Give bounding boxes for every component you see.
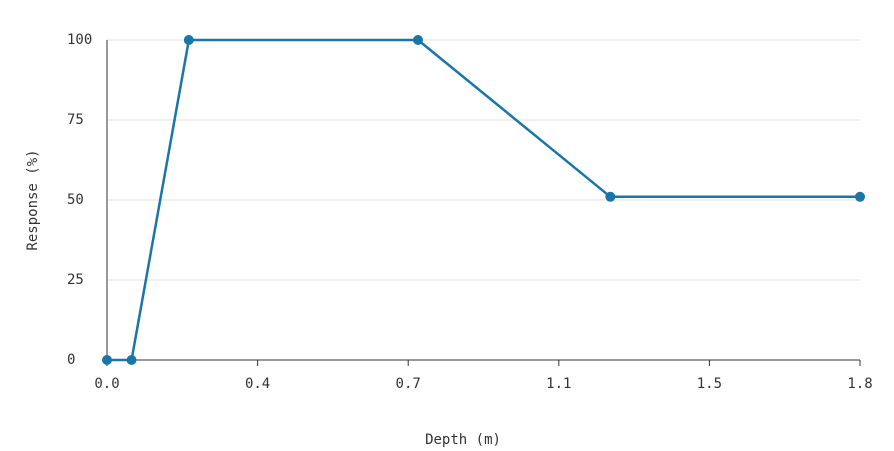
point xyxy=(126,355,137,365)
y-tick-label: 75 xyxy=(67,112,84,128)
x-tick-label: 1.5 xyxy=(697,376,722,392)
y-tick-label: 25 xyxy=(67,272,84,288)
point xyxy=(102,355,112,365)
y-tick-label: 50 xyxy=(67,192,84,208)
x-tick-label: 0.4 xyxy=(245,376,270,392)
x-tick-label: 1.1 xyxy=(546,376,571,392)
x-tick-label: 0.7 xyxy=(396,376,421,392)
x-tick-label: 1.8 xyxy=(847,376,872,392)
x-axis-label: Depth (m) xyxy=(425,432,501,448)
point xyxy=(413,35,424,45)
point xyxy=(605,191,616,202)
y-axis-label: Response (%) xyxy=(25,149,41,250)
y-tick-label: 100 xyxy=(67,32,92,48)
y-tick-label: 0 xyxy=(67,352,75,368)
point xyxy=(855,191,865,202)
x-tick-label: 0.0 xyxy=(94,376,119,392)
point xyxy=(183,35,194,45)
